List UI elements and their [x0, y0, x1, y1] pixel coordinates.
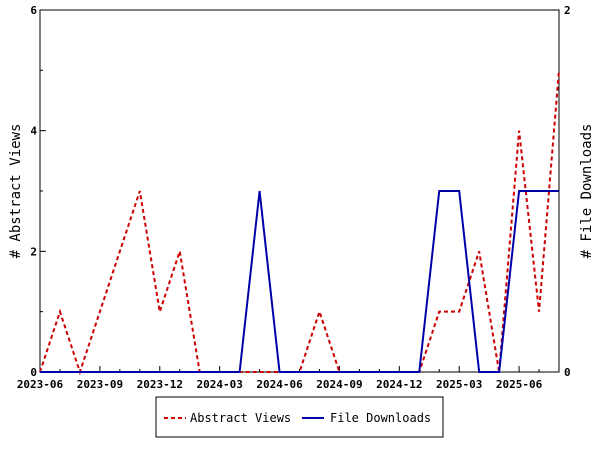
x-tick-label: 2023-12 [137, 378, 183, 391]
right-y-tick-label: 2 [564, 4, 571, 17]
left-y-tick-label: 0 [30, 366, 37, 379]
right-y-axis-title: # File Downloads [579, 124, 595, 259]
legend-box [155, 396, 444, 438]
x-tick-label: 2024-03 [196, 378, 242, 391]
left-y-tick-label: 2 [30, 245, 37, 258]
left-y-axis-title: # Abstract Views [8, 124, 24, 259]
x-tick-label: 2024-06 [256, 378, 303, 391]
x-tick-label: 2023-06 [17, 378, 64, 391]
legend-label-abstract-views: Abstract Views [190, 411, 291, 425]
left-y-tick-label: 6 [30, 4, 37, 17]
legend: Abstract Views File Downloads [155, 396, 444, 438]
x-tick-label: 2024-09 [316, 378, 362, 391]
plot-area [39, 9, 560, 373]
x-tick-label: 2025-06 [496, 378, 543, 391]
series-line-abstract-views [39, 70, 560, 376]
series-line-file-downloads [40, 190, 559, 373]
right-y-axis-ticks: 02 [553, 4, 571, 379]
right-y-tick-label: 0 [564, 366, 571, 379]
legend-label-file-downloads: File Downloads [330, 411, 431, 425]
x-tick-label: 2023-09 [77, 378, 123, 391]
series-layer [39, 70, 560, 376]
left-y-axis-ticks: 0 2 4 6 [30, 4, 46, 379]
left-y-tick-label: 4 [30, 125, 37, 138]
x-tick-label: 2024-12 [376, 378, 422, 391]
x-axis-ticks: 2023-06 2023-09 2023-12 2024-03 2024-06 2024-… [17, 366, 560, 391]
x-tick-label: 2025-03 [436, 378, 482, 391]
